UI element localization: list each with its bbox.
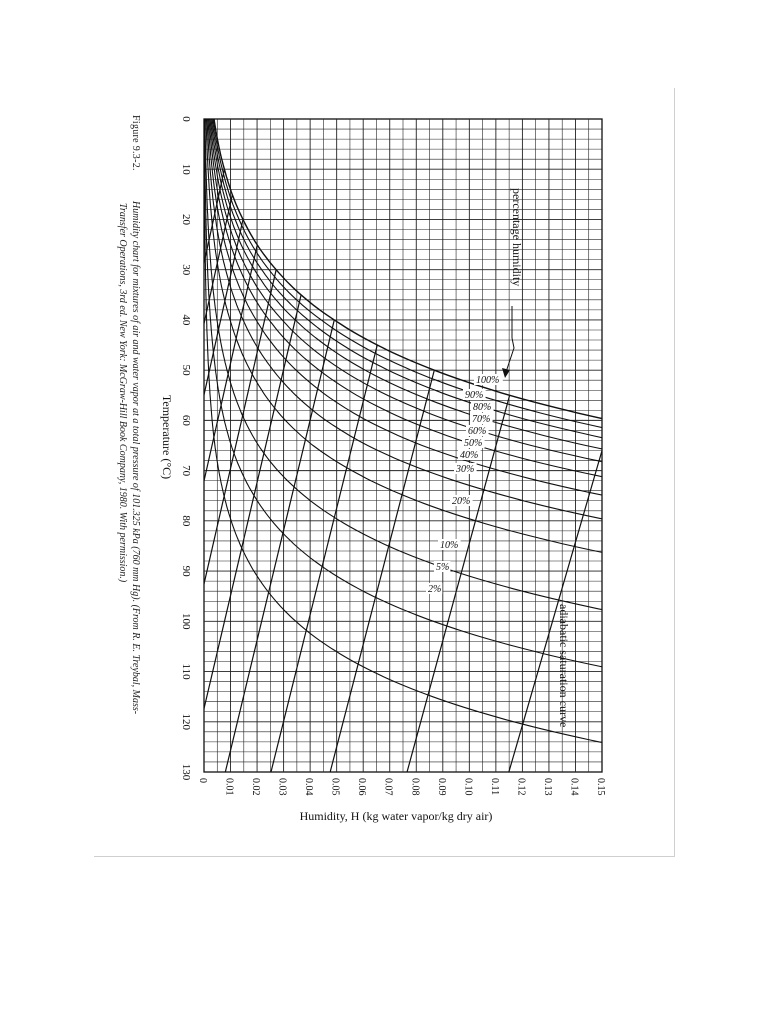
adiabatic-line-55 xyxy=(406,395,511,772)
humidity-tick-label: 0.10 xyxy=(462,778,473,796)
curve-label-90: 90% xyxy=(465,390,483,401)
curve-label-bg xyxy=(438,539,461,550)
curve-label-bg xyxy=(454,463,477,474)
percentage-humidity-annotation: percentage humidity xyxy=(510,188,524,286)
humidity-tick-label: 0.09 xyxy=(436,778,447,796)
curve-labels: 100% 90%80%70%60%50%40% 30% 20% 10% 5% 2% xyxy=(426,374,503,595)
humidity-curve-30 xyxy=(206,119,602,520)
humidity-tick-label: 0.03 xyxy=(277,778,288,796)
figure-label: Figure 9.3-2. xyxy=(130,115,141,171)
curve-label-100: 100% xyxy=(476,375,499,386)
curve-label-10: 10% xyxy=(440,540,458,551)
humidity-curve-40 xyxy=(207,119,602,496)
scan-frame xyxy=(94,88,675,857)
adiabatic-line-40 xyxy=(224,319,335,772)
temperature-tick-label: 10 xyxy=(180,164,192,176)
curve-label-80: 80% xyxy=(473,402,491,413)
curve-label-bg xyxy=(434,561,451,572)
x-axis-title: Humidity, H (kg water vapor/kg dry air) xyxy=(300,809,493,823)
humidity-curve-2 xyxy=(204,119,602,744)
temperature-tick-label: 50 xyxy=(180,365,192,377)
adiabatic-line-25 xyxy=(204,244,258,484)
adiabatic-line-50 xyxy=(329,370,435,772)
temperature-tick-label: 100 xyxy=(180,613,192,630)
temperature-tick-label: 90 xyxy=(180,566,192,578)
curve-label-bg xyxy=(470,413,493,424)
temperature-tick-label: 40 xyxy=(180,314,192,326)
humidity-tick-label: 0.14 xyxy=(568,778,579,796)
percentage-humidity-arrow xyxy=(505,337,515,373)
adiabatic-line-30 xyxy=(204,269,277,587)
humidity-tick-label: 0.08 xyxy=(409,778,420,796)
curve-label-bg xyxy=(450,495,473,506)
curve-label-50: 50% xyxy=(464,438,482,449)
humidity-tick-label: 0.02 xyxy=(250,778,261,796)
curve-label-5: 5% xyxy=(436,562,449,573)
humidity-tick-label: 0.12 xyxy=(515,778,526,796)
curve-label-bg xyxy=(458,449,481,460)
curve-label-2: 2% xyxy=(428,584,441,595)
temperature-tick-label: 130 xyxy=(180,764,192,781)
curve-label-40: 40% xyxy=(460,450,478,461)
caption-line-2: Transfer Operations, 3rd ed. New York: M… xyxy=(117,203,128,583)
temperature-tick-label: 20 xyxy=(180,214,192,226)
percentage-humidity-arrowhead xyxy=(502,368,510,378)
humidity-curve-50 xyxy=(208,119,602,478)
humidity-curve-10 xyxy=(204,119,602,611)
humidity-tick-label: 0.04 xyxy=(303,778,314,796)
humidity-tick-label: 0.13 xyxy=(542,778,553,796)
humidity-curve-70 xyxy=(210,119,602,450)
adiabatic-line-20 xyxy=(204,219,244,398)
figure-caption: Figure 9.3-2. Humidity chart for mixture… xyxy=(117,115,141,714)
adiabatic-lines xyxy=(204,169,602,772)
humidity-tick-label: 0.15 xyxy=(595,778,606,796)
temperature-tick-label: 0 xyxy=(180,116,192,122)
chart-grid xyxy=(203,118,603,773)
curve-label-20: 20% xyxy=(452,496,470,507)
humidity-curve-5 xyxy=(204,119,602,668)
humidity-curve-90 xyxy=(212,119,602,429)
temperature-tick-label: 120 xyxy=(180,714,192,731)
curve-label-bg xyxy=(426,583,443,594)
adiabatic-line-60 xyxy=(508,448,602,772)
curve-label-bg xyxy=(471,401,494,412)
curve-label-60: 60% xyxy=(468,426,486,437)
curve-label-bg xyxy=(466,425,489,436)
temperature-tick-label: 60 xyxy=(180,415,192,427)
temperature-tick-label: 70 xyxy=(180,465,192,477)
adiabatic-line-15 xyxy=(204,194,233,327)
humidity-tick-label: 0.06 xyxy=(356,778,367,796)
humidity-tick-label: 0.01 xyxy=(224,778,235,796)
temperature-tick-label: 30 xyxy=(180,264,192,276)
curve-label-bg xyxy=(463,389,486,400)
humidity-tick-label: 0.05 xyxy=(330,778,341,796)
humidity-curve-80 xyxy=(211,119,602,439)
humidity-tick-label: 0 xyxy=(197,778,208,783)
humidity-curve-60 xyxy=(209,119,602,463)
temperature-tick-label: 80 xyxy=(180,515,192,527)
adiabatic-annotation: adiabatic saturation curve xyxy=(557,604,571,727)
adiabatic-line-35 xyxy=(204,294,302,712)
humidity-tick-label: 0.11 xyxy=(489,778,500,795)
curve-label-70: 70% xyxy=(472,414,490,425)
curve-label-bg xyxy=(462,437,485,448)
humidity-tick-label: 0.07 xyxy=(383,778,394,796)
y-axis-title: Temperature (°C) xyxy=(160,395,174,479)
caption-line-1: Humidity chart for mixtures of air and w… xyxy=(130,200,141,714)
adiabatic-line-45 xyxy=(270,344,378,772)
tick-labels: 0 10 20 30 40 50 60 70 80 90 100 110 120 130 0 0.01 0.02… xyxy=(180,116,606,795)
temperature-tick-label: 110 xyxy=(180,663,192,680)
curve-label-30: 30% xyxy=(455,464,474,475)
curve-label-bg xyxy=(474,374,503,385)
